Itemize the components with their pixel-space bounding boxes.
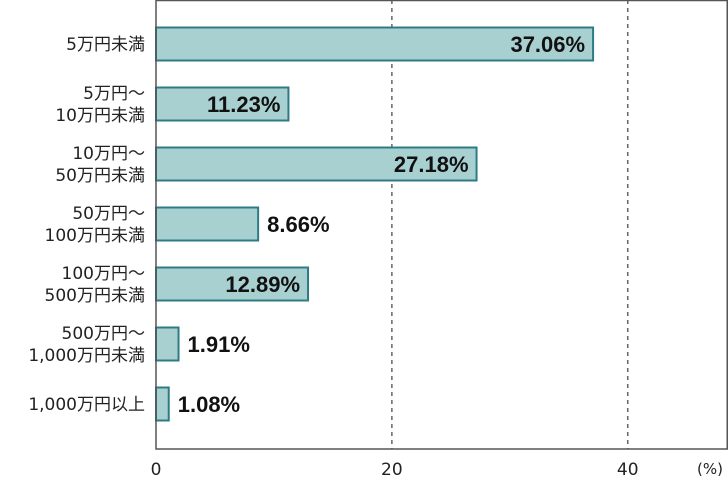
category-label-5-line1: 1,000万円未満	[28, 346, 145, 366]
x-unit-label: (%)	[697, 460, 723, 478]
bar-layer	[155, 26, 595, 422]
category-label-5-line0: 500万円〜	[62, 324, 145, 344]
bar-5	[155, 326, 180, 362]
label-layer: 37.06% 11.23% 27.18% 8.66% 12.89% 1.91% 1.08% 5…	[28, 32, 723, 480]
bar-1	[155, 86, 290, 122]
value-label-3: 8.66%	[267, 212, 329, 237]
value-label-5: 1.91%	[188, 332, 250, 357]
category-label-4-line1: 500万円未満	[45, 286, 145, 306]
value-label-0: 37.06%	[510, 32, 585, 57]
category-label-2-line0: 10万円〜	[72, 144, 145, 164]
category-label-0: 5万円未満	[66, 35, 145, 55]
value-label-2: 27.18%	[394, 152, 469, 177]
category-label-1-line0: 5万円〜	[83, 84, 145, 104]
value-label-1: 11.23%	[207, 92, 280, 117]
bar-6	[155, 386, 170, 422]
category-label-4-line0: 100万円〜	[62, 264, 145, 284]
grid-layer	[391, 0, 629, 449]
bar-3	[155, 206, 260, 242]
x-tick-label-0: 0	[151, 460, 162, 480]
x-tick-label-20: 20	[381, 460, 403, 480]
category-label-1-line1: 10万円未満	[55, 106, 145, 126]
category-label-2-line1: 50万円未満	[55, 166, 145, 186]
category-label-3-line0: 50万円〜	[72, 204, 145, 224]
value-label-6: 1.08%	[178, 392, 240, 417]
category-label-6: 1,000万円以上	[28, 395, 145, 415]
category-label-3-line1: 100万円未満	[45, 226, 145, 246]
plot-frame	[155, 0, 728, 450]
bar-2	[155, 146, 478, 182]
axis-layer	[155, 0, 728, 450]
x-tick-label-40: 40	[617, 460, 639, 480]
value-label-4: 12.89%	[225, 272, 300, 297]
